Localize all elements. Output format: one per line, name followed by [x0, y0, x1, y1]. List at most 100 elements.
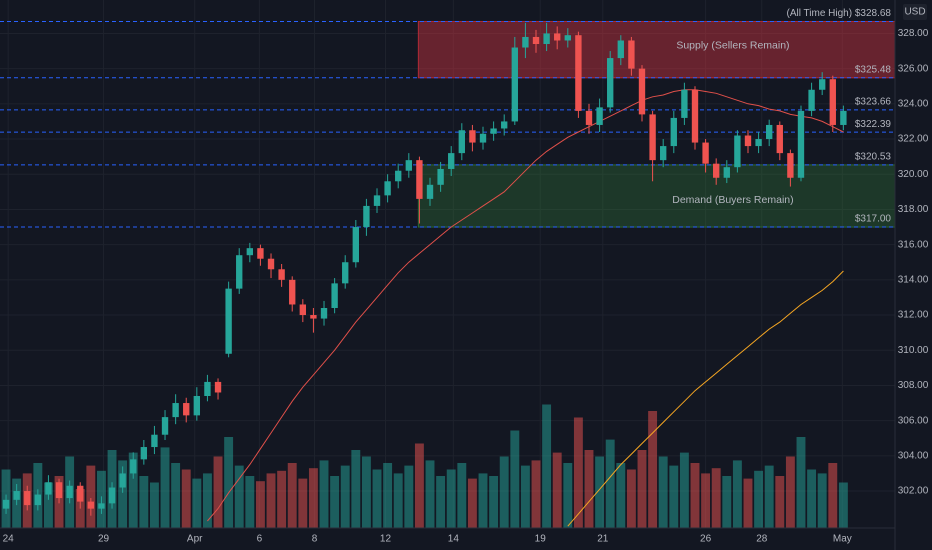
volume-bar — [626, 469, 636, 528]
candle-body — [87, 501, 95, 509]
candle-body — [214, 381, 222, 393]
x-tick-label: 29 — [98, 534, 110, 545]
currency-box — [903, 4, 927, 20]
level-label: (All Time High) $328.68 — [787, 8, 892, 19]
volume-bar — [446, 469, 456, 528]
candle-body — [681, 89, 688, 118]
volume-bar — [499, 456, 509, 528]
candle-body — [405, 160, 412, 171]
level-label: $322.39 — [855, 119, 892, 130]
candle-body — [289, 279, 296, 305]
candle-body — [617, 40, 624, 59]
candle-body — [161, 417, 169, 435]
candle-body — [575, 35, 582, 111]
candle-body — [649, 114, 656, 161]
volume-bar — [393, 473, 403, 528]
candle-body — [130, 459, 137, 474]
zone-label: Demand (Buyers Remain) — [672, 194, 793, 206]
volume-bar — [584, 450, 594, 528]
volume-bar — [330, 476, 340, 528]
x-tick-label: 21 — [597, 534, 609, 545]
x-tick-label: 19 — [535, 534, 547, 545]
candle-body — [670, 117, 677, 147]
volume-bar — [43, 482, 53, 528]
volume-bar — [351, 450, 361, 528]
candle-body — [691, 89, 699, 143]
candle-body — [543, 33, 550, 44]
candle-body — [225, 288, 232, 354]
candle-body — [437, 168, 444, 185]
levels: (All Time High) $328.68 $325.48 $323.66 $32… — [0, 8, 895, 228]
volume-bar — [595, 456, 605, 528]
candle-body — [628, 40, 635, 69]
candle-body — [564, 35, 571, 41]
x-tick-label: May — [833, 534, 852, 545]
x-tick-label: 26 — [700, 534, 712, 545]
candle-body — [151, 434, 158, 448]
candle-body — [66, 485, 73, 499]
volume-bar — [478, 473, 488, 528]
candle-body — [98, 503, 105, 509]
candle-body — [819, 79, 826, 90]
candle-body — [119, 473, 126, 488]
candle-body — [236, 255, 243, 289]
candle-body — [299, 304, 307, 316]
candle-body — [501, 121, 508, 129]
volume-bar — [775, 476, 785, 528]
volume-bar — [86, 465, 96, 528]
volume-bar — [192, 478, 202, 528]
volume-bar — [171, 463, 181, 528]
volume-bar — [202, 473, 212, 528]
volume-bar — [754, 470, 764, 528]
level-label: $323.66 — [855, 96, 892, 107]
candle-body — [766, 124, 773, 140]
y-tick-label: 322.00 — [898, 134, 929, 145]
volume-bar — [404, 465, 414, 528]
volume-bar — [414, 443, 424, 528]
moving-averages — [207, 89, 844, 527]
candle-body — [373, 195, 381, 206]
candle-body — [532, 36, 540, 44]
candle-body — [267, 258, 275, 270]
volume-bar — [319, 460, 329, 528]
volume-bar — [711, 468, 721, 528]
y-tick-label: 306.00 — [898, 415, 929, 426]
volume-bar — [605, 439, 615, 528]
volume-bar — [436, 476, 446, 528]
candle-body — [744, 135, 752, 147]
volume-bar — [298, 478, 308, 528]
candle-body — [246, 248, 254, 256]
candle-body — [204, 381, 211, 396]
volume-bar — [510, 430, 520, 528]
candle-body — [797, 110, 805, 178]
candle-body — [320, 308, 328, 319]
candle-body — [2, 499, 10, 509]
x-tick-label: 28 — [756, 534, 768, 545]
candle-body — [416, 160, 423, 199]
level-label: $325.48 — [855, 64, 892, 75]
y-tick-label: 326.00 — [898, 63, 929, 74]
volume-bar — [637, 450, 647, 528]
x-tick-label: 8 — [312, 534, 318, 545]
volume-bar — [669, 465, 679, 528]
volume-bar — [679, 452, 689, 528]
volume-bar — [743, 478, 753, 528]
candle-body — [776, 124, 783, 154]
x-tick-label: Apr — [187, 534, 203, 545]
candle-body — [787, 153, 794, 178]
candle-body — [55, 482, 63, 499]
y-tick-label: 324.00 — [898, 98, 929, 109]
candle-body — [511, 47, 518, 122]
candle-body — [723, 167, 730, 178]
volume-bar — [732, 460, 742, 528]
volume-bar — [361, 456, 371, 528]
y-tick-label: 316.00 — [898, 239, 929, 250]
x-tick-label: 12 — [380, 534, 392, 545]
volume-bar — [520, 465, 530, 528]
candle-body — [596, 107, 603, 125]
candle-body — [45, 482, 52, 495]
candle-body — [840, 110, 847, 125]
